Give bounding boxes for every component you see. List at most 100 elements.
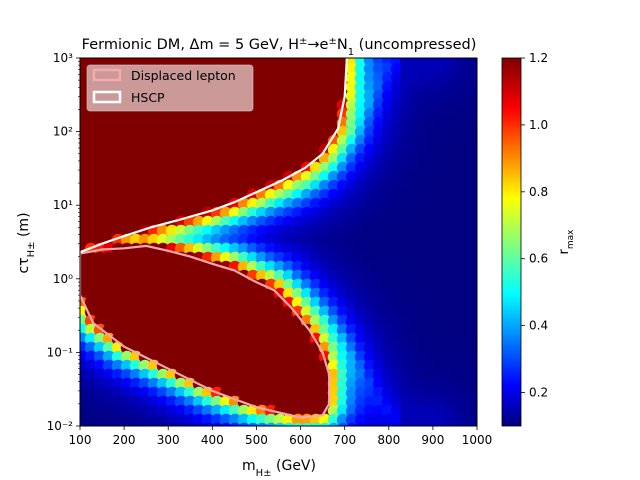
- heat-marker: [435, 179, 449, 193]
- heat-marker: [408, 350, 422, 364]
- heat-marker: [138, 161, 152, 175]
- heat-marker: [327, 170, 341, 184]
- heat-marker: [327, 80, 341, 94]
- heat-marker: [237, 323, 251, 337]
- heat-marker: [372, 269, 386, 283]
- heat-marker: [471, 98, 477, 112]
- heat-marker: [147, 251, 161, 265]
- heat-marker: [228, 287, 242, 301]
- heat-marker: [372, 395, 386, 409]
- heat-marker: [84, 386, 98, 400]
- heat-marker: [273, 152, 287, 166]
- heat-marker: [471, 233, 477, 247]
- heat-marker: [363, 305, 377, 319]
- heat-marker: [372, 404, 386, 418]
- heat-marker: [201, 314, 215, 328]
- heat-marker: [102, 215, 116, 229]
- heat-marker: [237, 197, 251, 211]
- heat-marker: [300, 251, 314, 265]
- heat-marker: [336, 323, 350, 337]
- heat-marker: [255, 305, 269, 319]
- heat-marker: [471, 287, 477, 301]
- heat-marker: [111, 413, 125, 426]
- heat-marker: [147, 386, 161, 400]
- heat-marker: [282, 269, 296, 283]
- heat-marker: [264, 224, 278, 238]
- heat-marker: [219, 368, 233, 382]
- heat-marker: [192, 305, 206, 319]
- heat-marker: [273, 314, 287, 328]
- heat-marker: [399, 143, 413, 157]
- heat-marker: [435, 314, 449, 328]
- heat-marker: [138, 170, 152, 184]
- heat-marker: [390, 161, 404, 175]
- heat-marker: [255, 152, 269, 166]
- heat-marker: [462, 260, 476, 274]
- heat-marker: [336, 161, 350, 175]
- heat-marker: [129, 404, 143, 418]
- heat-marker: [426, 197, 440, 211]
- heat-marker: [84, 197, 98, 211]
- legend-box: [86, 64, 254, 112]
- heat-marker: [345, 71, 359, 85]
- heat-marker: [390, 242, 404, 256]
- heat-marker: [318, 269, 332, 283]
- heat-marker: [138, 323, 152, 337]
- heat-marker: [471, 350, 477, 364]
- heat-marker: [93, 161, 107, 175]
- heat-marker: [255, 98, 269, 112]
- heat-marker: [147, 143, 161, 157]
- heat-marker: [426, 377, 440, 391]
- heat-marker: [201, 305, 215, 319]
- heat-marker: [264, 305, 278, 319]
- heat-marker: [309, 242, 323, 256]
- heat-marker: [309, 233, 323, 247]
- heat-marker: [408, 251, 422, 265]
- heat-marker: [84, 206, 98, 220]
- heat-marker: [138, 314, 152, 328]
- heat-marker: [381, 125, 395, 139]
- heat-marker: [183, 413, 197, 426]
- heat-marker: [336, 368, 350, 382]
- heat-marker: [202, 422, 214, 426]
- heat-marker: [282, 197, 296, 211]
- heat-marker: [372, 332, 386, 346]
- heat-marker: [129, 215, 143, 229]
- heat-marker: [336, 251, 350, 265]
- colorbar: 0.20.40.60.81.01.2 rmax: [501, 51, 576, 427]
- heat-marker: [282, 89, 296, 103]
- heat-marker: [309, 269, 323, 283]
- heat-marker: [354, 368, 368, 382]
- heat-marker: [309, 62, 323, 76]
- heat-marker: [210, 179, 224, 193]
- heat-marker: [345, 350, 359, 364]
- heat-marker: [372, 206, 386, 220]
- heat-marker: [273, 242, 287, 256]
- heat-marker: [246, 197, 260, 211]
- heat-marker: [183, 341, 197, 355]
- heat-marker: [129, 161, 143, 175]
- heat-marker: [282, 350, 296, 364]
- heat-marker: [372, 350, 386, 364]
- heat-marker: [228, 323, 242, 337]
- heat-marker: [138, 278, 152, 292]
- heat-marker: [201, 143, 215, 157]
- heat-marker: [345, 278, 359, 292]
- heat-marker: [399, 386, 413, 400]
- heat-marker: [354, 413, 368, 426]
- heat-marker: [417, 116, 431, 130]
- heat-marker: [345, 62, 359, 76]
- heat-marker: [309, 98, 323, 112]
- heat-marker: [309, 224, 323, 238]
- heat-marker: [282, 332, 296, 346]
- heat-marker: [129, 251, 143, 265]
- heat-marker: [237, 287, 251, 301]
- heat-marker: [318, 116, 332, 130]
- heat-marker: [228, 386, 242, 400]
- heat-marker: [183, 404, 197, 418]
- heat-marker: [363, 170, 377, 184]
- heat-marker: [444, 359, 458, 373]
- heat-marker: [453, 314, 467, 328]
- heat-marker: [471, 161, 477, 175]
- heat-marker: [354, 323, 368, 337]
